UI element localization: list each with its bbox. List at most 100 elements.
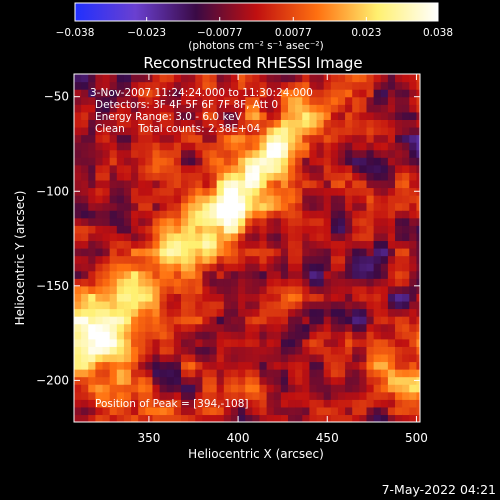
heatmap-cell [81,96,89,105]
heatmap-cell [166,353,175,363]
heatmap-cell [152,172,161,181]
heatmap-cell [373,308,382,317]
colorbar [74,2,439,22]
heatmap-cell [131,263,139,272]
heatmap-cell [295,202,303,211]
heatmap-cell [209,157,218,166]
heatmap-cell [302,225,311,234]
heatmap-cell [202,406,211,416]
heatmap-cell [273,300,282,310]
chart-title: Reconstructed RHESSI Image [143,54,362,72]
colorbar-tick-label: −0.038 [56,27,95,39]
heatmap-cell [259,270,268,279]
heatmap-cell [74,369,82,378]
heatmap-cell [230,187,239,196]
heatmap-cell [74,119,82,128]
heatmap-cell [173,293,182,302]
heatmap-cell [337,414,346,422]
heatmap-cell [395,142,403,151]
heatmap-cell [402,187,410,196]
heatmap-cell [138,293,146,302]
heatmap-cell [188,104,196,113]
heatmap-cell [259,96,268,105]
heatmap-cell [209,406,218,416]
heatmap-cell [352,308,360,317]
heatmap-cell [245,104,253,113]
heatmap-cell [81,285,89,294]
heatmap-cell [81,308,89,317]
heatmap-cell [323,104,332,113]
heatmap-cell [316,111,325,120]
heatmap-cell [202,225,211,234]
x-tick-label: 400 [227,431,250,445]
heatmap-cell [74,278,82,287]
heatmap-cell [188,111,196,120]
heatmap-cell [209,217,218,226]
heatmap-cell [181,263,189,272]
heatmap-cell [288,263,296,272]
heatmap-cell [366,384,375,393]
heatmap-cell [181,81,189,90]
heatmap-cell [173,270,182,279]
heatmap-cell [387,278,396,287]
heatmap-cell [95,187,104,196]
heatmap-cell [359,96,368,105]
heatmap-cell [116,240,125,249]
heatmap-cell [295,384,303,393]
heatmap-cell [209,270,218,279]
heatmap-cell [316,414,325,422]
heatmap-cell [337,142,346,151]
heatmap-cell [195,119,204,128]
heatmap-cell [373,142,382,151]
heatmap-cell [288,142,296,151]
heatmap-cell [288,285,296,294]
heatmap-cell [123,119,132,128]
heatmap-cell [230,232,239,242]
y-axis-ticks: −50−100−150−200 [36,90,420,387]
heatmap-cell [123,346,132,355]
heatmap-cell [288,119,296,128]
heatmap-cell [337,399,346,408]
heatmap-cell [216,142,225,151]
heatmap-cell [373,149,382,158]
heatmap-cell [409,338,418,347]
heatmap-cell [373,179,382,189]
heatmap-cell [359,353,368,363]
heatmap-cell [259,81,268,90]
heatmap-cell [159,308,168,317]
heatmap-cell [116,270,125,279]
heatmap-cell [316,255,325,264]
heatmap-cell [223,142,232,151]
heatmap-cell [280,248,289,257]
heatmap-cell [173,134,182,143]
heatmap-cell [288,384,296,393]
heatmap-cell [102,179,111,189]
heatmap-cell [88,414,97,422]
heatmap-cell [81,217,89,226]
heatmap-cell [395,232,403,242]
heatmap-cell [259,164,268,173]
heatmap-cell [188,300,196,310]
heatmap-cell [280,187,289,196]
heatmap-cell [295,323,303,332]
heatmap-cell [230,126,239,136]
heatmap-cell [402,285,410,294]
heatmap-cell [95,240,104,249]
heatmap-cell [323,308,332,317]
heatmap-cell [323,285,332,294]
heatmap-cell [352,134,360,143]
heatmap-cell [252,414,261,422]
heatmap-cell [109,119,118,128]
heatmap-cell [81,157,89,166]
heatmap-cell [159,406,168,416]
heatmap-cell [138,119,146,128]
heatmap-cell [416,353,420,363]
heatmap-cell [74,81,82,90]
heatmap-cell [223,179,232,189]
heatmap-cell [373,270,382,279]
heatmap-cell [316,225,325,234]
heatmap-cell [195,255,204,264]
heatmap-cell [131,119,139,128]
heatmap-cell [316,353,325,363]
heatmap-cell [366,164,375,173]
